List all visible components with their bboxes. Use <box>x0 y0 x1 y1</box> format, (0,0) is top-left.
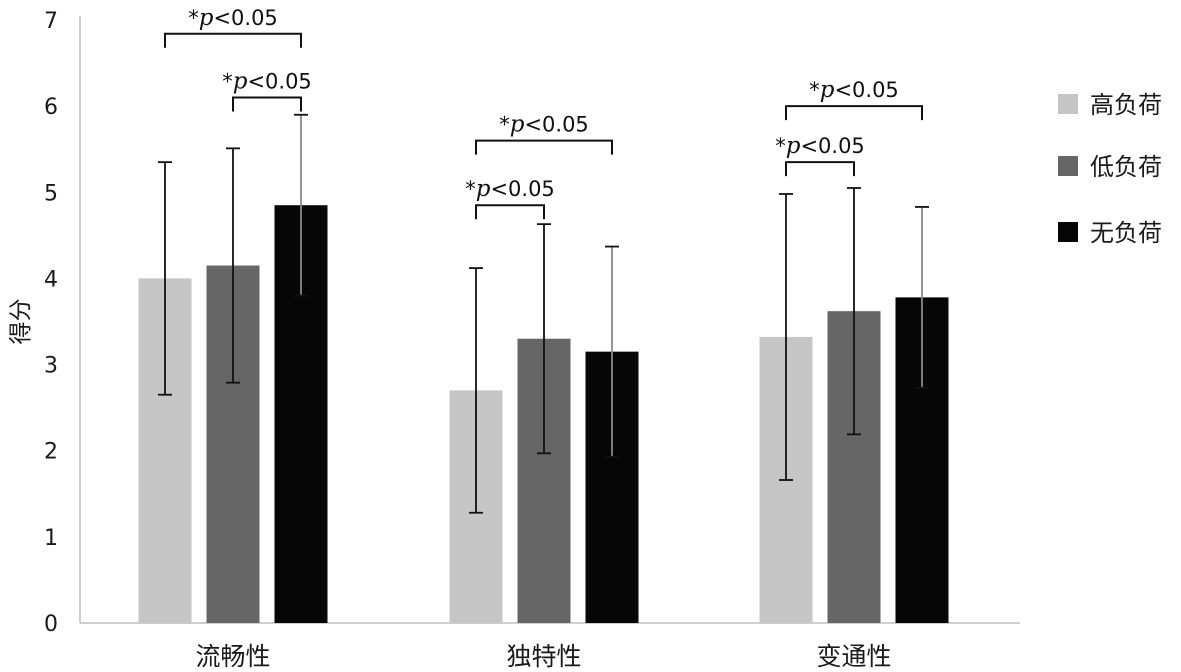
y-axis-title: 得分 <box>8 299 34 345</box>
legend-label: 无负荷 <box>1090 219 1162 247</box>
y-tick-label: 7 <box>44 9 58 34</box>
y-tick-label: 2 <box>44 440 58 465</box>
significance-label: *p<0.05 <box>222 69 312 95</box>
y-tick-label: 5 <box>44 181 58 206</box>
x-category-label: 独特性 <box>506 642 581 671</box>
y-tick-label: 0 <box>44 612 58 637</box>
y-tick-label: 3 <box>44 354 58 379</box>
legend-swatch <box>1058 156 1078 176</box>
y-tick-label: 1 <box>44 526 58 551</box>
significance-label: *p<0.05 <box>499 112 589 138</box>
significance-label: *p<0.05 <box>465 176 555 202</box>
x-category-label: 流畅性 <box>195 642 270 671</box>
significance-bracket <box>475 204 545 220</box>
significance-bracket <box>232 96 302 112</box>
error-bars <box>158 113 929 514</box>
legend-label: 低负荷 <box>1090 153 1162 181</box>
y-tick-label: 6 <box>44 95 58 120</box>
significance-bracket <box>475 139 613 155</box>
significance-label: *p<0.05 <box>188 5 278 31</box>
legend-swatch <box>1058 222 1078 242</box>
significance-brackets: *p<0.05 *p<0.05 *p<0.05 *p<0.05 *p<0.05 *p<0.… <box>164 5 923 220</box>
significance-bracket <box>785 161 855 177</box>
bars <box>138 205 949 623</box>
significance-label: *p<0.05 <box>809 77 899 103</box>
legend-label: 高负荷 <box>1090 91 1162 119</box>
significance-bracket <box>164 32 302 48</box>
x-category-label: 变通性 <box>816 642 891 671</box>
y-tick-label: 4 <box>44 267 58 292</box>
significance-label: *p<0.05 <box>775 133 865 159</box>
significance-bracket <box>785 105 923 121</box>
legend-swatch <box>1058 94 1078 114</box>
